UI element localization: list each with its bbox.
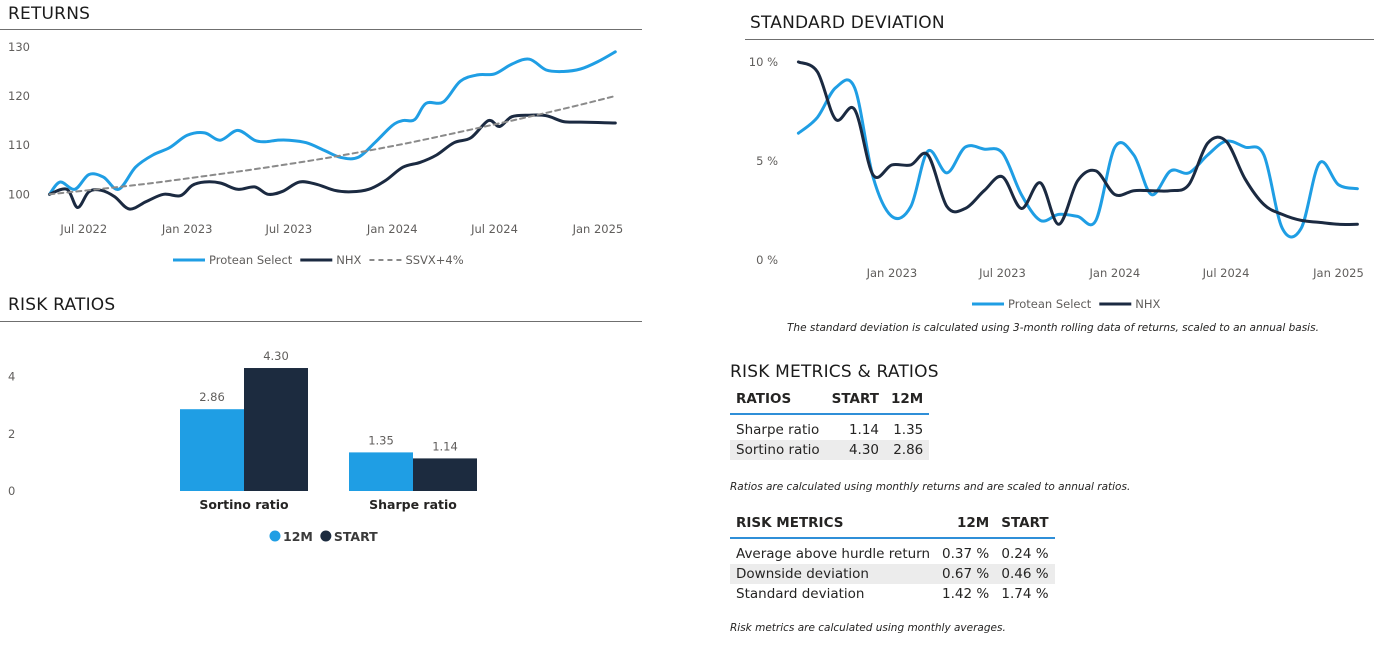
x-tick-label: Jul 2024 — [470, 222, 518, 236]
bar-12m-sortino — [180, 409, 244, 491]
x-tick-label: Jan 2024 — [366, 222, 418, 236]
metrics-title: RISK METRICS & RATIOS — [730, 362, 939, 382]
data-label: 1.14 — [432, 439, 458, 453]
x-tick-label: Jul 2024 — [1202, 266, 1250, 280]
legend-label: 12M — [283, 529, 313, 544]
risk-ratios-title: RISK RATIOS — [8, 295, 116, 315]
ratios-table: RATIOS START 12M Sharpe ratio 1.14 1.35 … — [730, 388, 930, 460]
metric-start-value: 1.74 % — [1001, 586, 1049, 602]
y-tick-label: 120 — [8, 89, 30, 103]
ratio-start-value: 4.30 — [825, 440, 886, 460]
ratios-header-12m: 12M — [885, 388, 930, 415]
data-label: 2.86 — [199, 390, 225, 404]
x-tick-label: Jan 2023 — [866, 266, 918, 280]
x-tick-label: Jan 2025 — [1312, 266, 1364, 280]
legend-swatch — [269, 530, 281, 542]
data-label: 4.30 — [263, 349, 289, 363]
series-line-protean-select — [48, 50, 617, 196]
returns-chart: 100 110 120 130 Jul 2022 Jan 2023 Jul 2023 Jan … — [8, 40, 624, 267]
metric-name: Average above hurdle return — [736, 546, 931, 562]
table-row: Average above hurdle return 0.37 % 0.24 … — [730, 538, 1055, 564]
series-line-ssvx-4 — [48, 95, 617, 196]
category-label: Sharpe ratio — [369, 497, 457, 512]
risk-header-start: START — [995, 512, 1055, 539]
data-label: 1.35 — [368, 433, 394, 447]
y-tick-label: 4 — [8, 370, 15, 384]
y-tick-label: 0 — [8, 484, 15, 498]
ratio-name: Sortino ratio — [730, 440, 826, 460]
risk-ratios-title-rule — [0, 321, 642, 322]
returns-title: RETURNS — [8, 4, 91, 24]
risk-ratios-chart: 0 2 4 2.86 4.30 Sortino ratio 1.35 1.14 Sharpe r… — [8, 349, 477, 544]
x-tick-label: Jan 2023 — [161, 222, 213, 236]
category-label: Sortino ratio — [199, 497, 289, 512]
table-row: Sharpe ratio 1.14 1.35 — [730, 414, 929, 440]
x-tick-label: Jan 2024 — [1089, 266, 1141, 280]
legend-label: NHX — [336, 253, 361, 267]
y-tick-label: 0 % — [756, 253, 778, 267]
y-tick-label: 100 — [8, 187, 30, 201]
table-row: Sortino ratio 4.30 2.86 — [730, 440, 930, 460]
y-tick-label: 110 — [8, 138, 30, 152]
metric-start-value: 0.24 % — [1001, 546, 1049, 562]
series-line-nhx — [48, 113, 617, 211]
bar-start-sortino — [244, 368, 308, 491]
y-tick-label: 10 % — [749, 55, 778, 69]
series-line-nhx — [796, 60, 1359, 226]
metric-12m-value: 1.42 % — [942, 586, 990, 602]
metric-12m-value: 0.37 % — [942, 546, 990, 562]
returns-title-rule — [0, 29, 642, 30]
risk-table-header: RISK METRICS 12M START — [730, 512, 1055, 539]
x-tick-label: Jul 2023 — [978, 266, 1026, 280]
table-row: Downside deviation 0.67 % 0.46 % — [730, 564, 1055, 584]
risk-metrics-table: RISK METRICS 12M START Average above hur… — [730, 512, 1055, 604]
x-tick-label: Jan 2025 — [572, 222, 624, 236]
metric-start-value: 0.46 % — [995, 564, 1055, 584]
legend-label: Protean Select — [209, 253, 293, 267]
std-dev-title: STANDARD DEVIATION — [750, 13, 945, 33]
metric-12m-value: 0.67 % — [936, 564, 996, 584]
std-dev-note: The standard deviation is calculated usi… — [787, 322, 1319, 334]
bar-12m-sharpe — [349, 452, 413, 491]
y-tick-label: 130 — [8, 40, 30, 54]
x-tick-label: Jul 2023 — [264, 222, 312, 236]
table-row: Standard deviation 1.42 % 1.74 % — [730, 584, 1055, 604]
ratios-note: Ratios are calculated using monthly retu… — [730, 481, 1131, 493]
y-tick-label: 5 % — [756, 154, 778, 168]
legend-label: NHX — [1135, 297, 1160, 311]
legend-label: START — [334, 529, 378, 544]
legend-label: SSVX+4% — [405, 253, 463, 267]
ratio-start-value: 1.14 — [848, 422, 880, 438]
legend-label: Protean Select — [1008, 297, 1092, 311]
risk-header-label: RISK METRICS — [730, 512, 937, 539]
ratio-12m-value: 2.86 — [885, 440, 930, 460]
legend-swatch — [320, 530, 332, 542]
metric-name: Downside deviation — [730, 564, 937, 584]
bar-start-sharpe — [413, 458, 477, 491]
ratios-header-label: RATIOS — [730, 388, 826, 415]
series-line-protean-select — [796, 78, 1359, 239]
ratio-12m-value: 1.35 — [893, 422, 924, 438]
std-dev-chart: 0 % 5 % 10 % Jan 2023 Jul 2023 Jan 2024 Jul 20… — [749, 55, 1364, 311]
y-tick-label: 2 — [8, 427, 15, 441]
risk-note: Risk metrics are calculated using monthl… — [730, 622, 1006, 634]
x-tick-label: Jul 2022 — [59, 222, 107, 236]
ratios-table-header: RATIOS START 12M — [730, 388, 930, 415]
ratio-name: Sharpe ratio — [736, 422, 820, 438]
ratios-header-start: START — [825, 388, 886, 415]
metric-name: Standard deviation — [736, 586, 865, 602]
std-dev-title-rule — [745, 39, 1374, 40]
risk-header-12m: 12M — [936, 512, 996, 539]
